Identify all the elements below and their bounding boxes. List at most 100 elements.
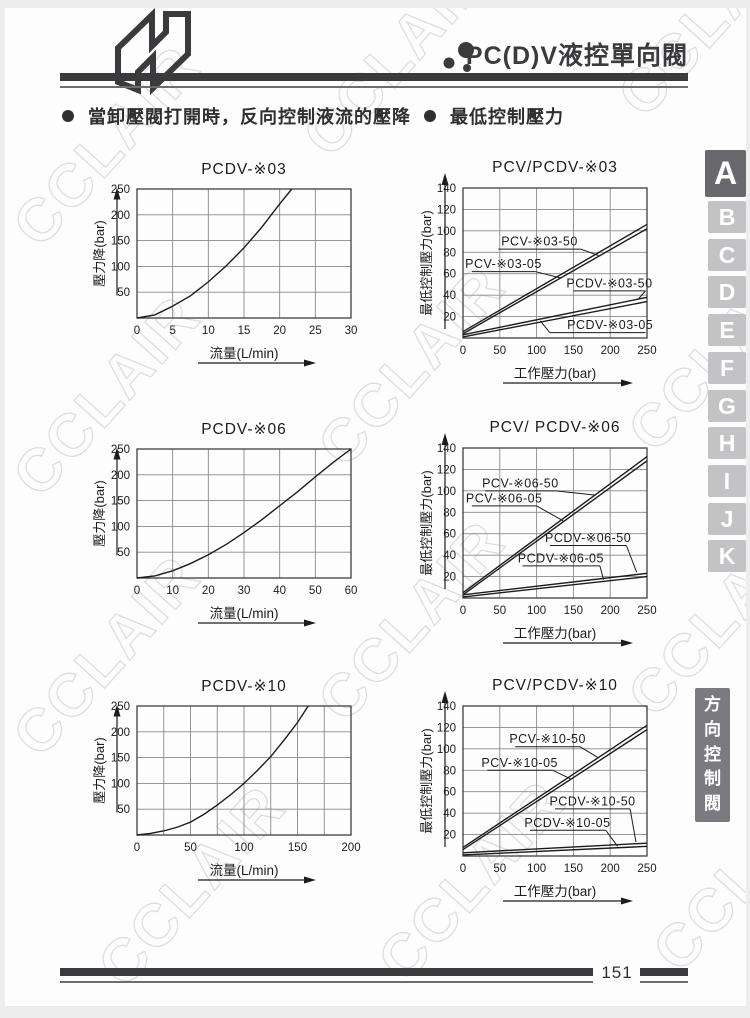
sidebar-tab-C: C bbox=[708, 239, 746, 271]
callout-leader-line bbox=[539, 320, 551, 333]
y-tick-label: 100 bbox=[111, 261, 130, 273]
x-tick-label: 50 bbox=[309, 585, 322, 597]
footer-rule-thin-right bbox=[640, 981, 688, 983]
y-axis-arrow-icon bbox=[113, 187, 121, 200]
x-tick-label: 250 bbox=[637, 345, 656, 357]
sidebar-tab-D: D bbox=[708, 276, 746, 308]
page-background bbox=[5, 8, 746, 1006]
page-margin bbox=[0, 0, 750, 8]
x-axis-arrow-icon bbox=[621, 379, 633, 387]
callout-leader-line bbox=[629, 808, 637, 843]
series-label: PCV-※10-05 bbox=[481, 756, 558, 770]
bullet-dot-icon bbox=[424, 110, 436, 122]
y-axis-arrow-icon bbox=[441, 691, 449, 703]
sidebar-tab-H: H bbox=[708, 427, 746, 459]
callout-leader-line bbox=[536, 505, 564, 522]
title-bullet-dots-icon bbox=[443, 42, 474, 72]
sidebar-tab-A: A bbox=[705, 150, 746, 197]
series-PCV-※10-50 bbox=[462, 724, 648, 849]
section-header-min-control-pressure: 最低控制壓力 bbox=[424, 104, 564, 128]
x-tick-label: 5 bbox=[169, 325, 175, 337]
y-tick-label: 250 bbox=[111, 701, 130, 713]
x-tick-label: 150 bbox=[564, 605, 583, 617]
chart-title: PCDV-※06 bbox=[201, 421, 287, 438]
x-tick-label: 100 bbox=[527, 863, 546, 875]
series-label: PCV-※03-50 bbox=[501, 235, 578, 249]
y-tick-label: 250 bbox=[111, 184, 130, 196]
x-tick-label: 200 bbox=[341, 842, 360, 854]
y-tick-label: 140 bbox=[437, 443, 456, 455]
sidebar-tab-F: F bbox=[708, 352, 746, 384]
callout-leader-line bbox=[580, 248, 599, 256]
y-axis-arrow-icon bbox=[113, 447, 121, 460]
x-axis-arrow-icon bbox=[621, 897, 633, 905]
sidebar-tab-J: J bbox=[708, 503, 746, 535]
series-label: PCDV-※03-50 bbox=[566, 276, 652, 290]
chart-svg-pcv-pcdv-10: PCV/PCDV-※10 0 50 100 150 200 250 20 40 60 80 100 12… bbox=[420, 677, 657, 905]
y-tick-label: 140 bbox=[437, 701, 456, 713]
y-axis-label: 最低控制壓力(bar) bbox=[420, 210, 434, 315]
y-tick-label: 150 bbox=[111, 496, 130, 508]
x-tick-label: 100 bbox=[234, 842, 253, 854]
x-tick-label: 50 bbox=[184, 842, 197, 854]
series-PCV-※03-05 bbox=[462, 228, 648, 335]
series-PCV-※03-50 bbox=[462, 223, 648, 333]
chart-pcv-pcdv-06: PCV/ PCDV-※06 0 50 100 150 200 250 20 40 60 80 100 1… bbox=[420, 410, 688, 660]
callout-leader-line bbox=[552, 769, 571, 780]
callout-leader-line bbox=[535, 271, 562, 279]
y-tick-label: 140 bbox=[437, 183, 456, 195]
sidebar-tab-I: I bbox=[708, 465, 746, 497]
page-margin bbox=[0, 1006, 750, 1018]
series-label: PCV-※03-05 bbox=[465, 257, 542, 271]
y-tick-label: 80 bbox=[443, 247, 456, 259]
page-number: 151 bbox=[601, 963, 633, 982]
chart-pcdv-06: PCDV-※06 0 10 20 30 40 50 60 50 100 150 200 250 流量(L/… bbox=[85, 410, 385, 650]
series-PCDV-※06 bbox=[136, 448, 352, 579]
category-tab-char: 閥 bbox=[704, 793, 721, 813]
x-tick-label: 50 bbox=[493, 605, 506, 617]
x-tick-label: 200 bbox=[601, 863, 620, 875]
footer-rule-thin bbox=[60, 981, 593, 983]
series-PCDV-※03-50 bbox=[462, 296, 648, 336]
page-title: PC(D)V液控單向閥 bbox=[465, 42, 688, 70]
chart-pcv-pcdv-10: PCV/PCDV-※10 0 50 100 150 200 250 20 40 60 80 100 12… bbox=[420, 668, 688, 918]
series-label: PCDV-※10-50 bbox=[549, 794, 635, 808]
x-axis-label: 工作壓力(bar) bbox=[514, 626, 597, 641]
y-axis-label: 壓力降(bar) bbox=[92, 737, 107, 803]
x-axis-label: 流量(L/min) bbox=[209, 863, 278, 878]
footer-rule-thick-right bbox=[640, 968, 688, 976]
y-tick-label: 50 bbox=[117, 287, 130, 299]
y-tick-label: 40 bbox=[443, 290, 456, 302]
chart-svg-pcdv-10: PCDV-※10 0 50 100 150 200 50 100 150 200 250 流量(L/m… bbox=[92, 678, 361, 884]
chart-pcdv-03: PCDV-※03 0 5 10 15 20 25 30 50 100 150 200 250 流量(L/m… bbox=[85, 150, 385, 390]
series-label: PCV-※06-05 bbox=[466, 491, 543, 505]
y-tick-label: 250 bbox=[111, 444, 130, 456]
callout-leader-line bbox=[638, 290, 646, 299]
sidebar-tab-E: E bbox=[708, 314, 746, 346]
y-tick-label: 80 bbox=[443, 765, 456, 777]
sidebar-tab-B: B bbox=[708, 201, 746, 233]
x-axis-label: 流量(L/min) bbox=[209, 606, 278, 621]
x-tick-label: 0 bbox=[134, 585, 140, 597]
category-tab-char: 方 bbox=[704, 695, 721, 715]
chart-svg-pcdv-06: PCDV-※06 0 10 20 30 40 50 60 50 100 150 200 250 流量(L/… bbox=[92, 421, 357, 627]
series-PCDV-※10 bbox=[136, 705, 309, 836]
x-tick-label: 25 bbox=[309, 325, 322, 337]
x-tick-label: 20 bbox=[202, 585, 215, 597]
y-tick-label: 100 bbox=[437, 486, 456, 498]
y-axis-label: 最低控制壓力(bar) bbox=[420, 728, 434, 833]
chart-title: PCV/ PCDV-※06 bbox=[489, 419, 620, 436]
category-tab-char: 控 bbox=[704, 744, 721, 764]
chart-svg-pcdv-03: PCDV-※03 0 5 10 15 20 25 30 50 100 150 200 250 流量(L/m… bbox=[92, 161, 357, 367]
callout-leader-line bbox=[625, 545, 638, 573]
x-tick-label: 0 bbox=[460, 863, 466, 875]
x-axis-arrow-icon bbox=[304, 359, 316, 367]
series-PCDV-※06-05 bbox=[462, 575, 648, 598]
y-axis-arrow-icon bbox=[441, 433, 449, 445]
x-tick-label: 50 bbox=[493, 863, 506, 875]
y-axis-label: 壓力降(bar) bbox=[92, 220, 107, 286]
x-tick-label: 0 bbox=[460, 345, 466, 357]
y-tick-label: 100 bbox=[111, 778, 130, 790]
x-tick-label: 150 bbox=[564, 863, 583, 875]
series-PCDV-※06-50 bbox=[462, 572, 648, 596]
